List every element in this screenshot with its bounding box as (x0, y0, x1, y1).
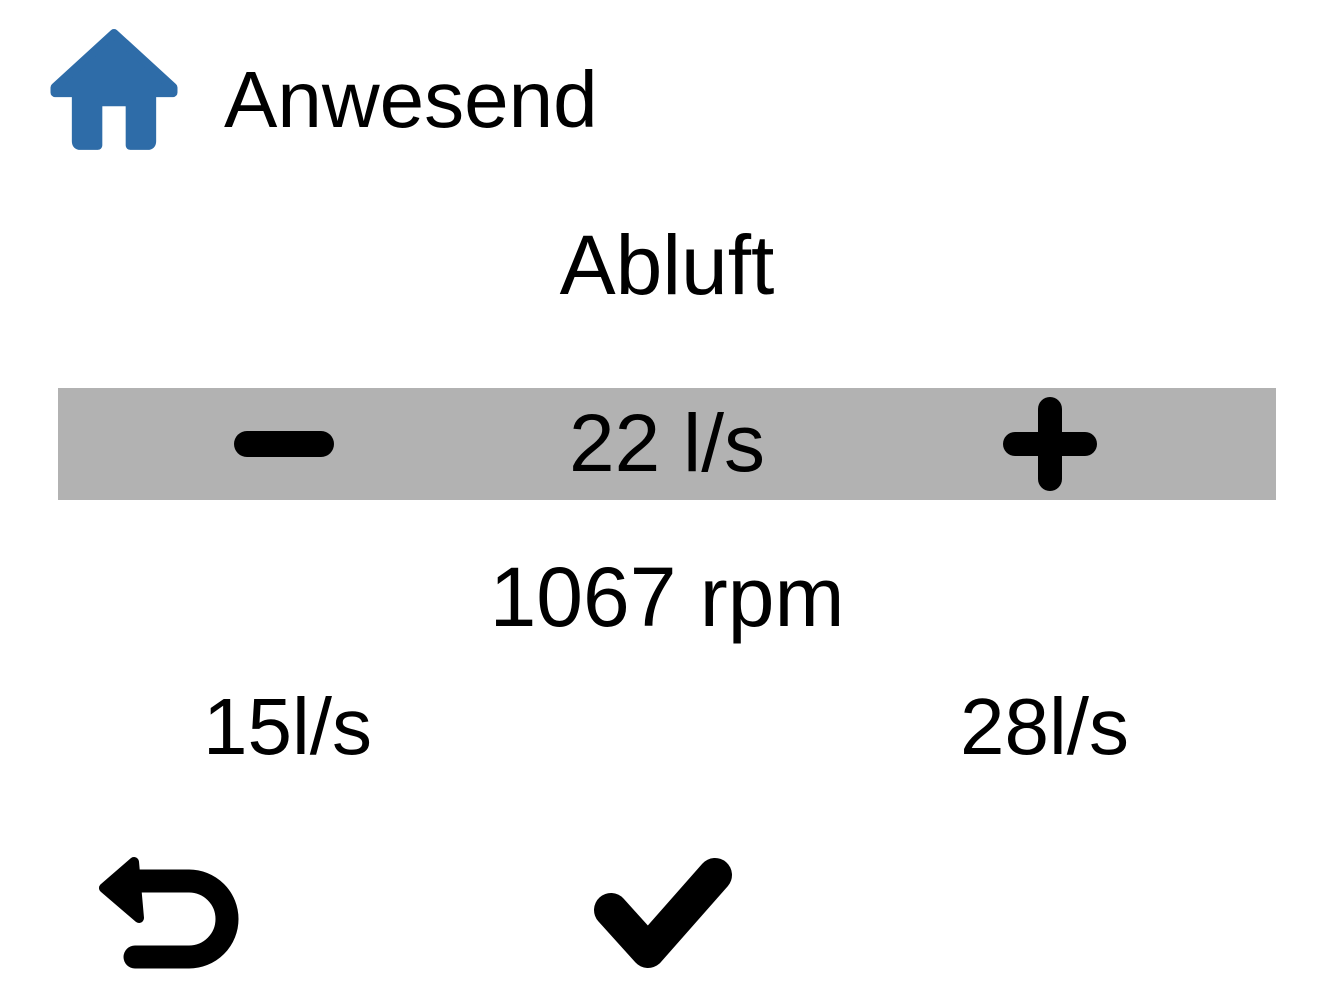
home-button[interactable] (50, 29, 178, 151)
back-button[interactable] (95, 853, 243, 975)
page-title: Abluft (559, 218, 775, 312)
checkmark-icon (585, 853, 740, 973)
airflow-stepper: 22 l/s (58, 388, 1276, 500)
home-icon (50, 29, 178, 151)
fan-speed-readout: 1067 rpm (489, 550, 845, 644)
mode-label: Anwesend (224, 55, 598, 144)
decrease-button[interactable] (234, 431, 334, 457)
range-min-label: 15l/s (203, 682, 372, 771)
plus-icon (1002, 396, 1098, 492)
increase-button[interactable] (1002, 396, 1098, 492)
range-max-label: 28l/s (960, 682, 1129, 771)
undo-arrow-icon (95, 853, 243, 975)
confirm-button[interactable] (585, 853, 740, 973)
airflow-value: 22 l/s (569, 398, 765, 489)
